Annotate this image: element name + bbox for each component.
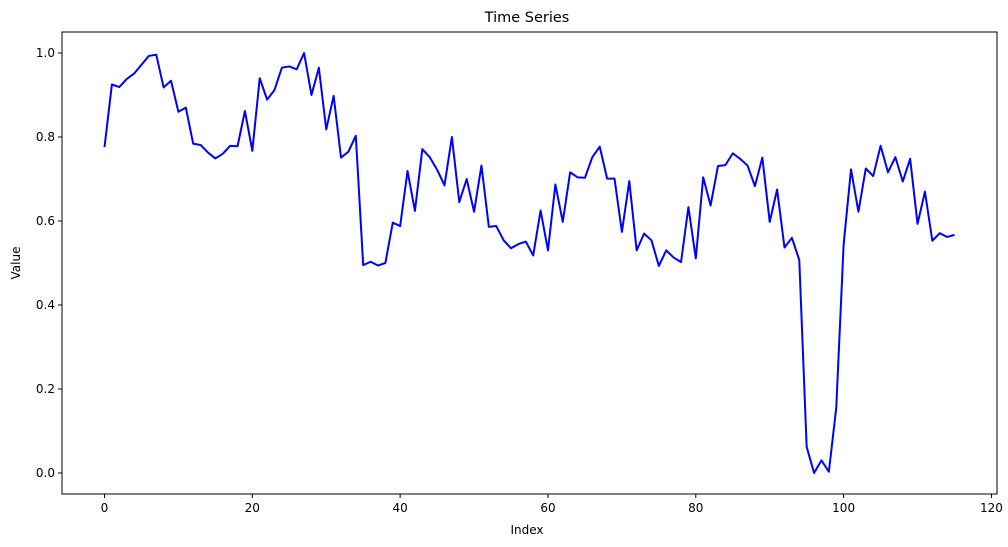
axes-frame: [61, 31, 998, 495]
series-line: [103, 52, 955, 474]
plot-area: 0 20 40 60 80 100 120 0.0 0.2 0.4 0.6 0.8 1.0: [36, 31, 1003, 515]
y-tick-label: 0.8: [36, 130, 55, 144]
y-tick-label: 0.4: [36, 298, 55, 312]
x-tick-label: 120: [980, 501, 1003, 515]
x-tick-label: 40: [393, 501, 408, 515]
y-tick-label: 0.2: [36, 382, 55, 396]
x-tick-label: 60: [540, 501, 555, 515]
y-tick-label: 1.0: [36, 46, 55, 60]
x-tick-label: 0: [101, 501, 109, 515]
x-tick-label: 80: [688, 501, 703, 515]
x-tick-label: 20: [245, 501, 260, 515]
x-axis-label: Index: [510, 523, 543, 537]
y-axis-label: Value: [9, 247, 23, 280]
chart-title: Time Series: [484, 10, 570, 26]
y-tick-label: 0.6: [36, 214, 55, 228]
y-tick-label: 0.0: [36, 466, 55, 480]
x-tick-label: 100: [832, 501, 855, 515]
